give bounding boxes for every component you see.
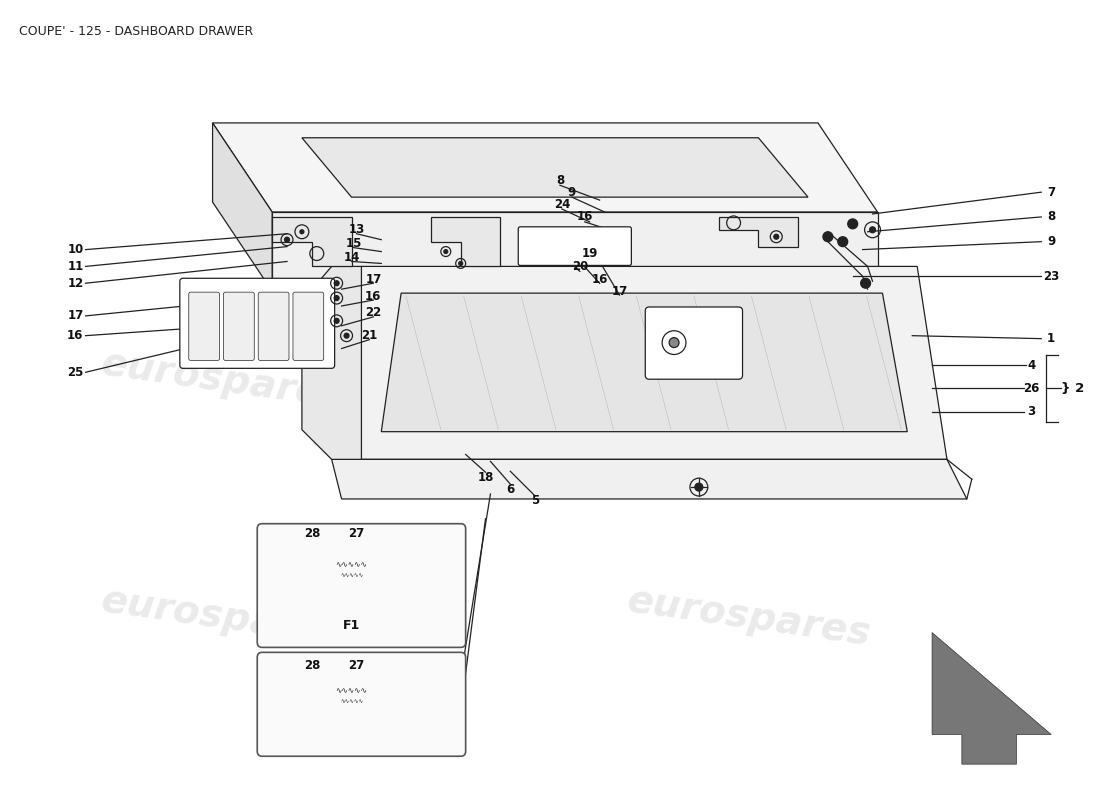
FancyBboxPatch shape (258, 292, 289, 361)
Text: ∿∿∿∿∿: ∿∿∿∿∿ (336, 561, 367, 570)
Polygon shape (272, 217, 352, 266)
Text: eurospares: eurospares (98, 582, 346, 654)
Circle shape (443, 250, 448, 254)
Text: 9: 9 (1047, 235, 1055, 248)
Text: 17: 17 (365, 273, 382, 286)
Text: 24: 24 (553, 198, 570, 210)
FancyBboxPatch shape (646, 307, 742, 379)
Text: 16: 16 (365, 290, 382, 302)
Text: 3: 3 (1027, 406, 1035, 418)
Polygon shape (301, 266, 362, 459)
Text: 16: 16 (67, 329, 84, 342)
Text: 23: 23 (1043, 270, 1059, 283)
Text: 8: 8 (1047, 210, 1055, 223)
Circle shape (823, 232, 833, 242)
Text: 9: 9 (568, 186, 576, 198)
Text: ∿∿∿∿∿: ∿∿∿∿∿ (340, 574, 363, 578)
Polygon shape (212, 123, 272, 291)
Circle shape (695, 483, 703, 491)
Text: 1: 1 (1047, 332, 1055, 345)
Polygon shape (212, 123, 878, 212)
Text: 27: 27 (349, 658, 364, 672)
Text: 22: 22 (365, 306, 382, 319)
FancyBboxPatch shape (257, 524, 465, 647)
Polygon shape (932, 633, 1052, 764)
Text: 18: 18 (477, 470, 494, 484)
Text: F1: F1 (343, 619, 360, 632)
Text: 13: 13 (349, 223, 364, 236)
Text: 17: 17 (612, 285, 628, 298)
Text: } 2: } 2 (1062, 382, 1085, 394)
Text: 6: 6 (506, 482, 515, 495)
Text: ∿∿∿∿∿: ∿∿∿∿∿ (336, 686, 367, 695)
Circle shape (773, 234, 779, 239)
Text: COUPE' - 125 - DASHBOARD DRAWER: COUPE' - 125 - DASHBOARD DRAWER (19, 26, 253, 38)
FancyBboxPatch shape (293, 292, 323, 361)
Text: 20: 20 (572, 260, 587, 273)
Text: 7: 7 (1047, 186, 1055, 198)
Text: eurospares: eurospares (624, 582, 872, 654)
Polygon shape (382, 293, 908, 432)
Circle shape (669, 338, 679, 347)
Circle shape (344, 334, 349, 338)
FancyBboxPatch shape (257, 652, 465, 756)
Polygon shape (272, 212, 878, 291)
Polygon shape (332, 459, 967, 499)
Circle shape (860, 278, 870, 288)
Polygon shape (332, 266, 947, 459)
Text: 27: 27 (349, 527, 364, 540)
Circle shape (334, 281, 339, 286)
FancyBboxPatch shape (223, 292, 254, 361)
Circle shape (838, 237, 848, 246)
Text: 14: 14 (343, 251, 360, 264)
Polygon shape (301, 138, 808, 197)
Text: 21: 21 (361, 329, 377, 342)
Text: 16: 16 (592, 273, 608, 286)
FancyBboxPatch shape (179, 278, 334, 368)
Circle shape (459, 262, 463, 266)
Polygon shape (431, 217, 500, 266)
Circle shape (285, 238, 289, 242)
FancyBboxPatch shape (518, 227, 631, 266)
Text: 25: 25 (67, 366, 84, 378)
Circle shape (848, 219, 858, 229)
Polygon shape (718, 217, 799, 246)
Circle shape (334, 318, 339, 323)
Text: 10: 10 (67, 243, 84, 256)
Text: 8: 8 (556, 174, 564, 187)
Text: 28: 28 (304, 658, 320, 672)
FancyBboxPatch shape (189, 292, 220, 361)
Circle shape (870, 227, 876, 233)
Text: 4: 4 (1027, 359, 1035, 372)
Text: 5: 5 (531, 494, 539, 507)
Text: ∿∿∿∿∿: ∿∿∿∿∿ (340, 699, 363, 704)
Circle shape (300, 230, 304, 234)
Text: 17: 17 (67, 310, 84, 322)
Text: 12: 12 (67, 277, 84, 290)
Text: 19: 19 (582, 247, 598, 260)
Text: 16: 16 (576, 210, 593, 223)
Text: eurospares: eurospares (624, 344, 872, 416)
Text: 15: 15 (345, 237, 362, 250)
Circle shape (334, 295, 339, 301)
Text: 11: 11 (67, 260, 84, 273)
Text: 28: 28 (304, 527, 320, 540)
Text: eurospares: eurospares (98, 344, 346, 416)
Text: 26: 26 (1023, 382, 1040, 394)
